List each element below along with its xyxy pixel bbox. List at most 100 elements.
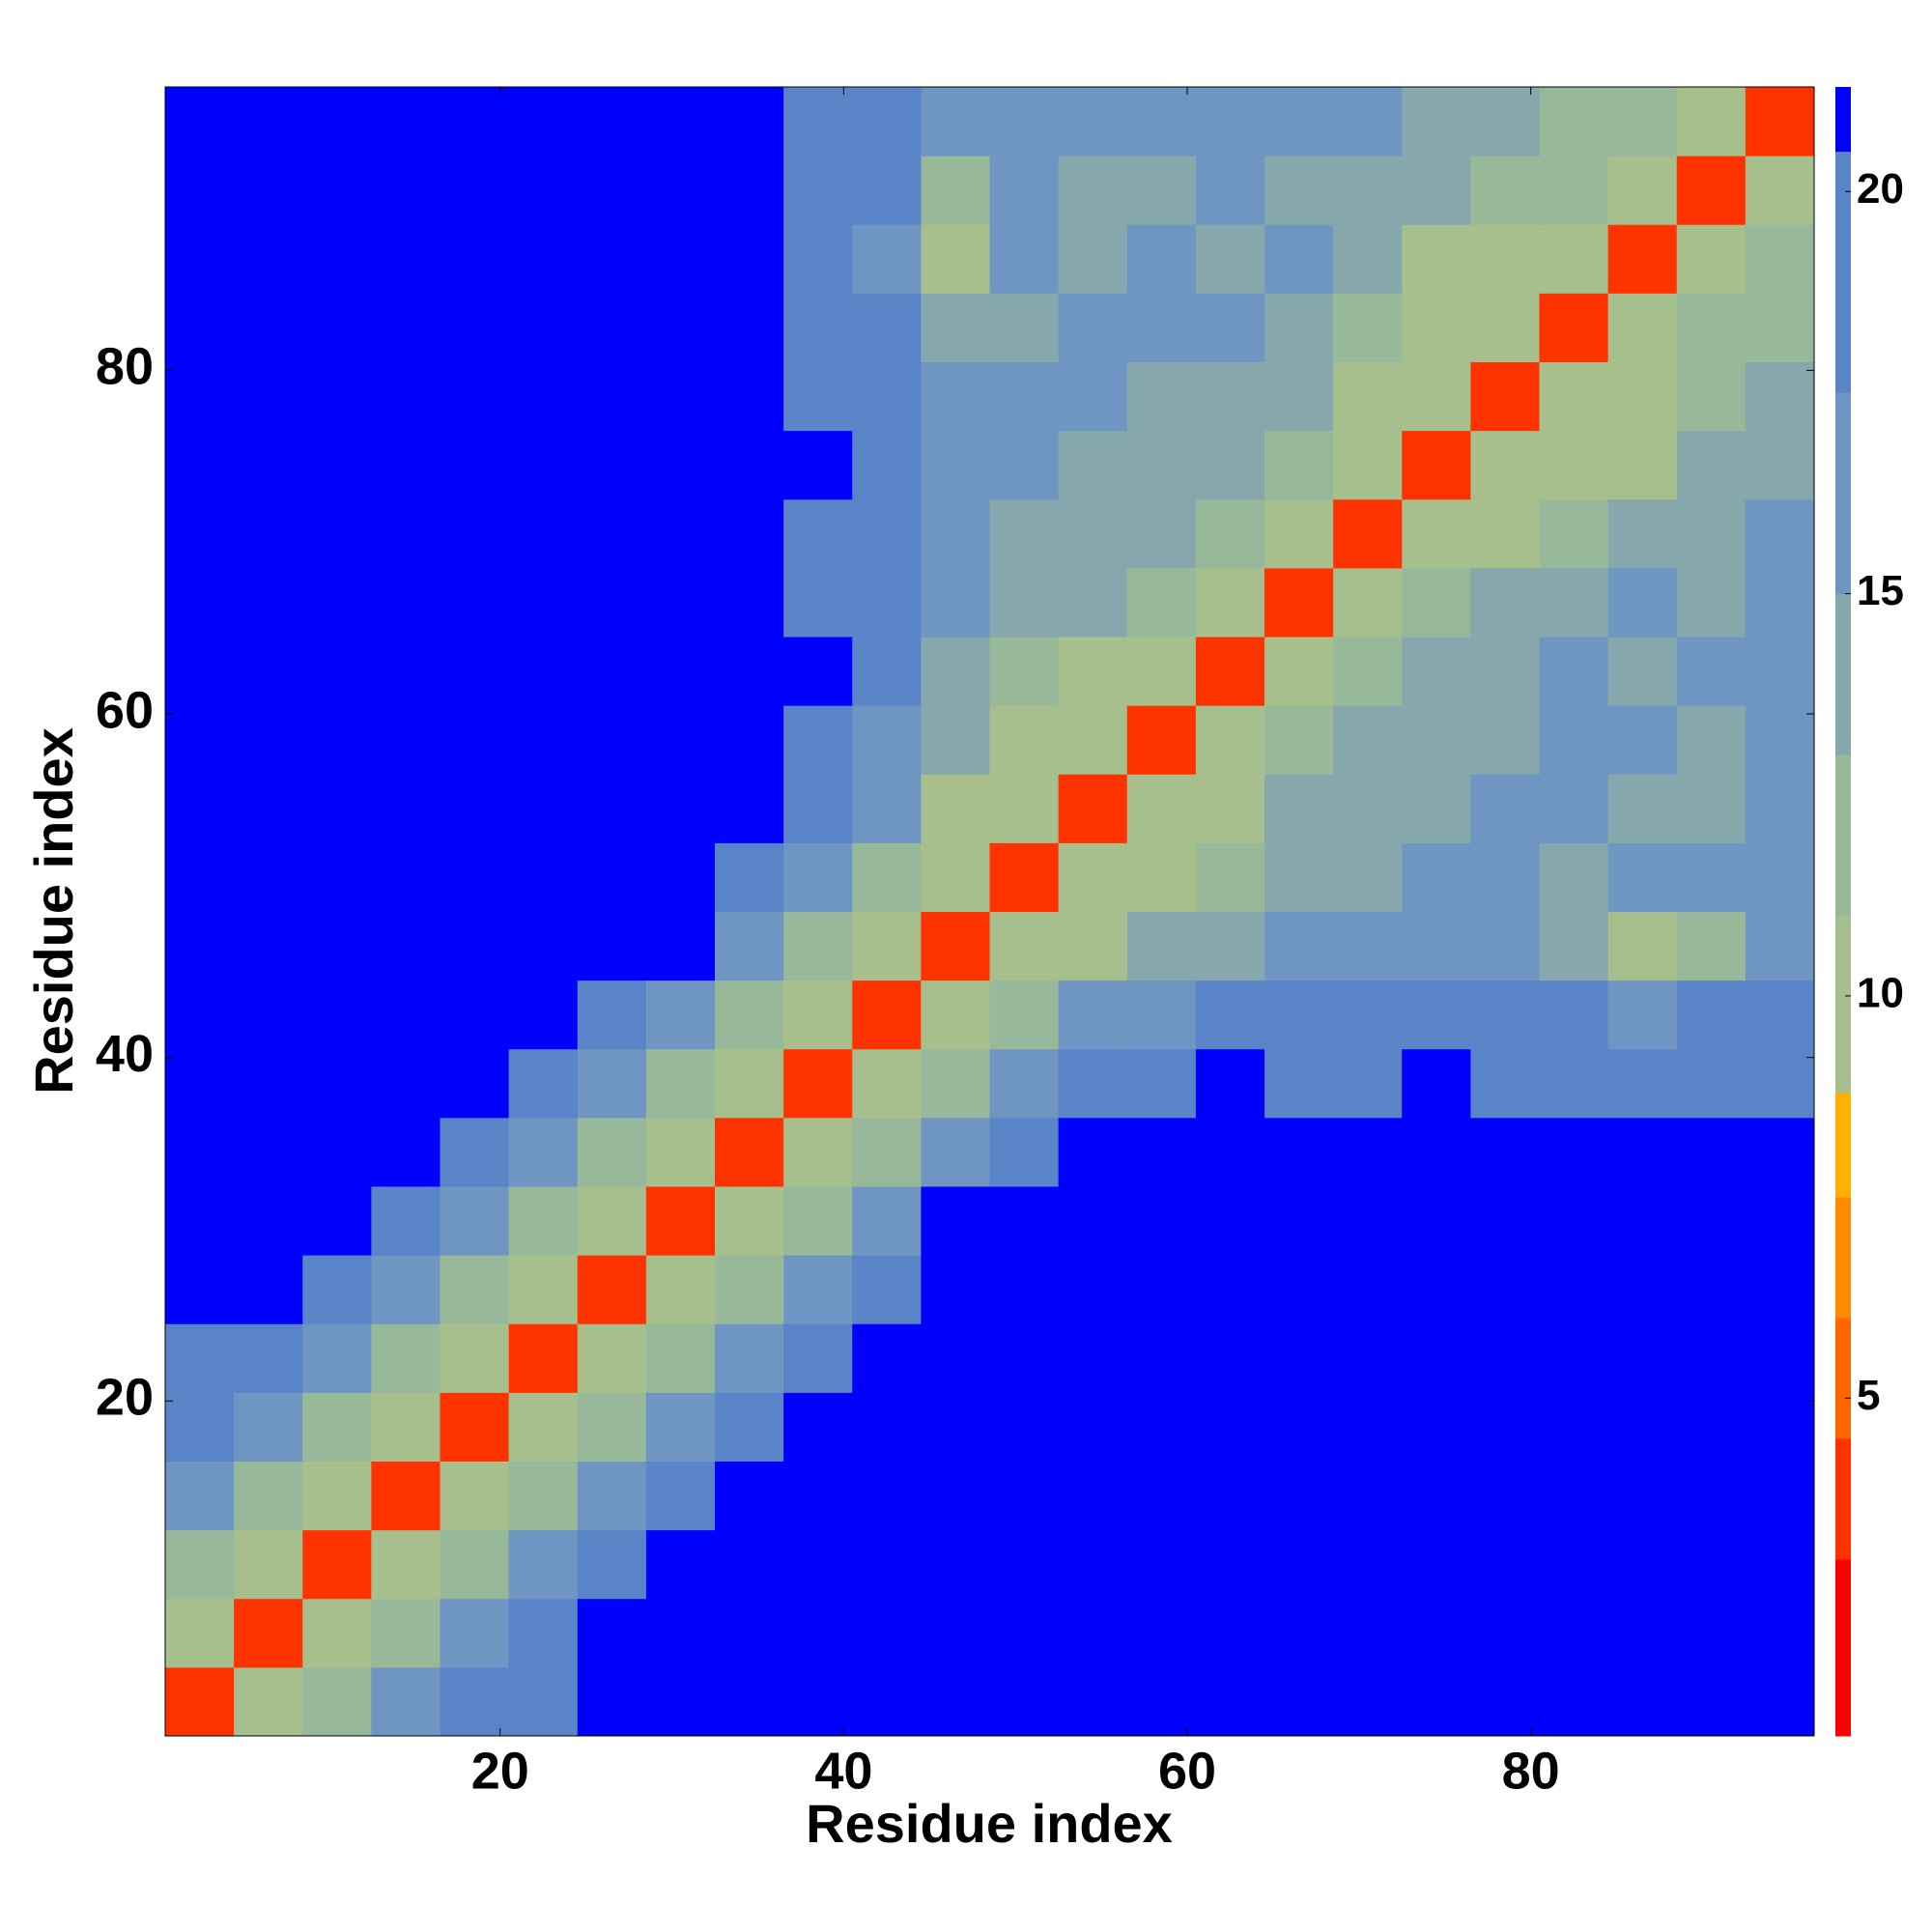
heatmap-cell <box>1126 980 1197 1050</box>
heatmap-cell <box>371 361 440 432</box>
heatmap-cell <box>1539 1461 1609 1531</box>
heatmap-cell <box>508 1255 579 1324</box>
heatmap-cell <box>440 774 510 843</box>
heatmap-cell <box>1333 911 1403 981</box>
heatmap-cell <box>1126 1255 1197 1324</box>
heatmap-cell <box>1539 567 1609 638</box>
heatmap-cell <box>1264 1666 1334 1737</box>
heatmap-cell <box>1470 1117 1540 1187</box>
heatmap-cell <box>783 567 853 638</box>
heatmap-cell <box>715 156 784 225</box>
heatmap-cell <box>1402 156 1471 225</box>
heatmap-cell <box>1470 1392 1540 1462</box>
heatmap-cell <box>1264 1186 1334 1256</box>
heatmap-cell <box>1402 1392 1471 1462</box>
heatmap-cell <box>1607 774 1678 843</box>
heatmap-cell <box>1607 1392 1678 1462</box>
heatmap-cell <box>715 498 784 569</box>
heatmap-cell <box>1607 1117 1678 1187</box>
heatmap-cell <box>1470 774 1540 843</box>
heatmap-cell <box>1126 361 1197 432</box>
heatmap-cell <box>440 842 510 912</box>
colorbar-tick-label: 10 <box>1857 970 1904 1017</box>
colorbar-band <box>1835 151 1851 393</box>
heatmap-cell <box>1126 1598 1197 1668</box>
heatmap-cell <box>1058 637 1128 706</box>
heatmap-cell <box>989 911 1060 981</box>
heatmap-cell <box>440 498 510 569</box>
heatmap-cell <box>1402 1117 1471 1187</box>
heatmap-cell <box>1402 498 1471 569</box>
heatmap-cell <box>508 911 579 981</box>
heatmap-cell <box>1745 1255 1815 1324</box>
heatmap-cell <box>1264 705 1334 775</box>
heatmap-cell <box>715 361 784 432</box>
heatmap-cell <box>1264 637 1334 706</box>
heatmap-cell <box>989 430 1060 500</box>
heatmap-cell <box>715 1048 784 1119</box>
heatmap-cell <box>989 1392 1060 1462</box>
heatmap-cell <box>1195 1117 1265 1187</box>
heatmap-cell <box>1195 1186 1265 1256</box>
heatmap-cell <box>715 567 784 638</box>
heatmap-cell <box>852 1392 922 1462</box>
heatmap-cell <box>1126 911 1197 981</box>
heatmap-cell <box>302 1666 372 1737</box>
heatmap-cell <box>371 980 440 1050</box>
heatmap-cell <box>1195 1048 1265 1119</box>
heatmap-cell <box>852 637 922 706</box>
heatmap-cell <box>1470 705 1540 775</box>
heatmap-cell <box>1333 842 1403 912</box>
heatmap-cell <box>1126 567 1197 638</box>
heatmap-cell <box>1607 911 1678 981</box>
heatmap-cell <box>852 1323 922 1393</box>
heatmap-cell <box>302 705 372 775</box>
heatmap-cell <box>234 842 303 912</box>
heatmap-cell <box>921 87 990 156</box>
heatmap-cell <box>1470 1529 1540 1600</box>
heatmap-cell <box>577 705 647 775</box>
heatmap-cell <box>1264 293 1334 362</box>
heatmap-cell <box>1470 1048 1540 1119</box>
heatmap-cell <box>852 567 922 638</box>
heatmap-cell <box>1402 980 1471 1050</box>
heatmap-cell <box>371 567 440 638</box>
colorbar-band <box>1835 915 1851 1094</box>
heatmap-cell <box>645 1392 716 1462</box>
heatmap-cell <box>645 1598 716 1668</box>
heatmap-cell <box>989 842 1060 912</box>
heatmap-cell <box>508 1186 579 1256</box>
heatmap-cell <box>645 87 716 156</box>
heatmap-cell <box>1470 156 1540 225</box>
heatmap-cell <box>783 1529 853 1600</box>
heatmap-cell <box>715 1186 784 1256</box>
heatmap-cell <box>234 1529 303 1600</box>
heatmap-cell <box>508 1323 579 1393</box>
heatmap-cell <box>1333 1666 1403 1737</box>
heatmap-cell <box>1539 1529 1609 1600</box>
heatmap-cell <box>440 1186 510 1256</box>
heatmap-cell <box>1745 498 1815 569</box>
heatmap-cell <box>1195 567 1265 638</box>
heatmap-cell <box>302 1255 372 1324</box>
colorbar-band <box>1835 1558 1851 1737</box>
heatmap-cell <box>1539 1255 1609 1324</box>
heatmap-cell <box>1058 1048 1128 1119</box>
heatmap-cell <box>234 1461 303 1531</box>
heatmap-cell <box>1745 293 1815 362</box>
heatmap-cell <box>783 637 853 706</box>
heatmap-cell <box>921 1048 990 1119</box>
heatmap-cell <box>371 1666 440 1737</box>
heatmap-cell <box>1607 87 1678 156</box>
heatmap-cell <box>1126 224 1197 294</box>
heatmap-cell <box>783 842 853 912</box>
heatmap-cell <box>577 1598 647 1668</box>
heatmap-cell <box>440 705 510 775</box>
heatmap-cell <box>1470 842 1540 912</box>
heatmap-cell <box>852 980 922 1050</box>
heatmap-cell <box>921 980 990 1050</box>
heatmap-cell <box>783 1323 853 1393</box>
heatmap-cell <box>783 293 853 362</box>
heatmap-cell <box>645 1529 716 1600</box>
heatmap-cell <box>1195 224 1265 294</box>
